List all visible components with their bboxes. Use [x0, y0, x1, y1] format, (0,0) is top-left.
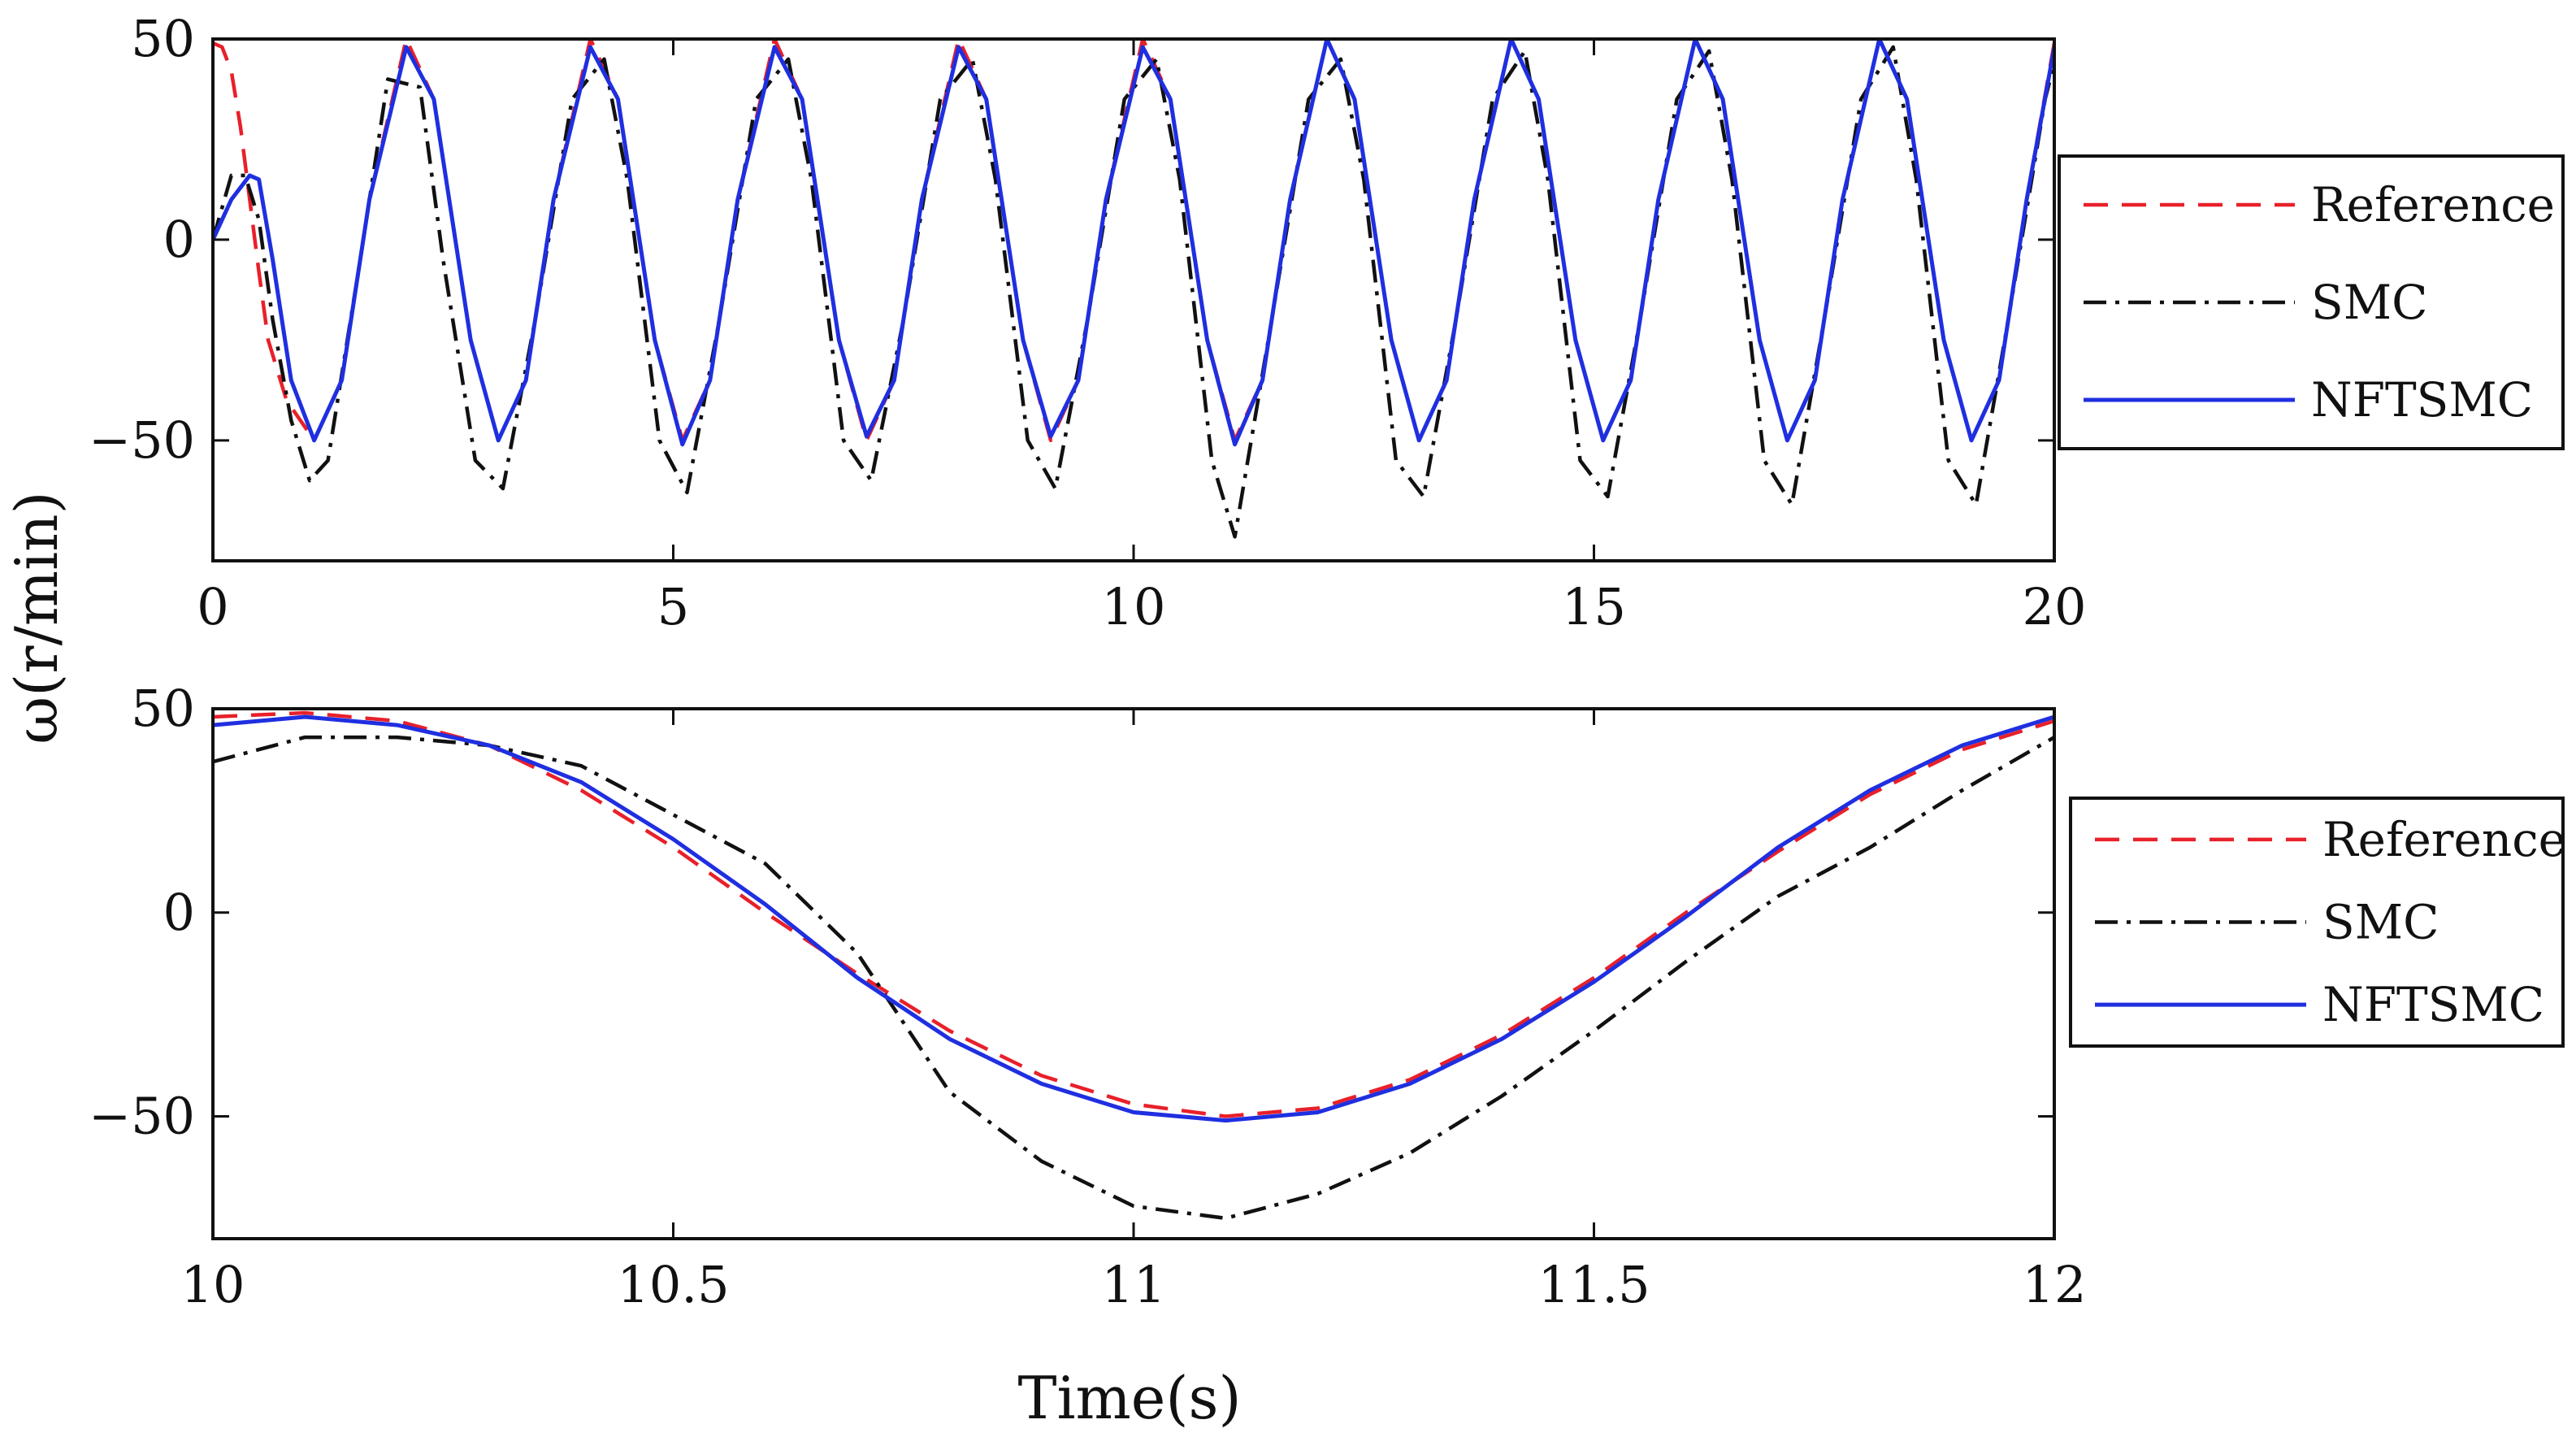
- x-tick-label: 5: [657, 577, 689, 636]
- legend: Reference SMC NFTSMC: [2069, 797, 2566, 1048]
- x-tick-label: 15: [1562, 577, 1626, 636]
- series-line-smc: [213, 45, 2054, 539]
- x-tick-label: 10.5: [617, 1255, 729, 1314]
- series-layer: [213, 710, 2054, 1221]
- x-tick-label: 10: [181, 1255, 245, 1314]
- x-tick-label: 20: [2023, 577, 2087, 636]
- legend-label-smc: SMC: [2311, 275, 2428, 330]
- series-layer: [213, 39, 2054, 539]
- y-tick-label: 0: [163, 210, 195, 269]
- y-tick-label: 0: [163, 883, 195, 942]
- x-axis-title: Time(s): [1017, 1364, 1241, 1432]
- legend-label-nftsmc: NFTSMC: [2311, 372, 2533, 428]
- y-tick-label: −50: [89, 410, 195, 470]
- x-tick-label: 12: [2023, 1255, 2087, 1314]
- tick-layer: 0 5 10 15 20 −50 0 50: [89, 9, 2086, 636]
- legend: Reference SMC NFTSMC: [2058, 154, 2565, 450]
- x-tick-label: 10: [1102, 577, 1166, 636]
- legend-label-reference: Reference: [2322, 812, 2566, 867]
- panel-zoomed-response: 10 10.5 11 11.5 12 −50 0 50 Reference SMC NFTSMC: [89, 679, 2566, 1314]
- x-tick-label: 11: [1102, 1255, 1166, 1314]
- y-tick-label: 50: [131, 9, 195, 68]
- series-line-smc: [213, 735, 2054, 1221]
- plot-area-frame: [211, 707, 2056, 1240]
- x-tick-label: 0: [197, 577, 228, 636]
- legend-label-reference: Reference: [2311, 177, 2555, 232]
- panel-full-response: 0 5 10 15 20 −50 0 50 Reference SMC NFTSMC: [89, 9, 2565, 636]
- series-line-reference: [213, 710, 2054, 1118]
- tick-layer: 10 10.5 11 11.5 12 −50 0 50: [89, 679, 2086, 1314]
- series-line-reference: [213, 39, 2054, 443]
- x-tick-label: 11.5: [1537, 1255, 1650, 1314]
- series-line-nftsmc: [213, 714, 2054, 1123]
- y-tick-label: 50: [131, 679, 195, 738]
- legend-label-smc: SMC: [2322, 895, 2439, 950]
- y-tick-label: −50: [89, 1087, 195, 1146]
- y-axis-title: ω(r/min): [2, 491, 71, 744]
- series-line-nftsmc: [213, 39, 2054, 447]
- legend-label-nftsmc: NFTSMC: [2322, 977, 2544, 1032]
